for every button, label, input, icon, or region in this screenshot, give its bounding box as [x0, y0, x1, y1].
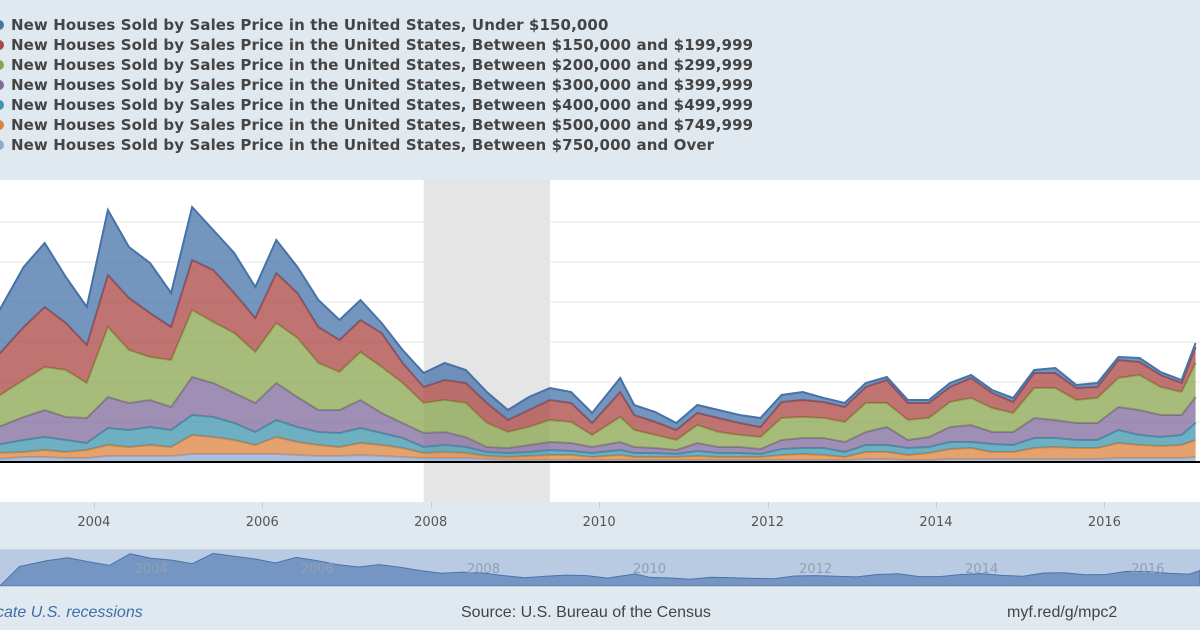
legend-marker-icon: [0, 80, 4, 90]
navigator-chart: [0, 552, 1200, 586]
legend-marker-icon: [0, 40, 4, 50]
x-tick: [599, 502, 601, 508]
legend-label: New Houses Sold by Sales Price in the Un…: [11, 76, 754, 94]
plot-area: [0, 180, 1200, 502]
legend-label: New Houses Sold by Sales Price in the Un…: [11, 136, 715, 154]
legend-label: New Houses Sold by Sales Price in the Un…: [11, 16, 609, 34]
stacked-area-chart: [0, 180, 1200, 502]
x-tick-label: 2010: [582, 515, 616, 530]
x-tick: [430, 502, 432, 508]
navigator-label: 2008: [466, 562, 500, 577]
legend-label: New Houses Sold by Sales Price in the Un…: [11, 116, 754, 134]
navigator-label: 2016: [1131, 562, 1165, 577]
x-tick: [1104, 502, 1106, 508]
navigator-label: 2014: [965, 562, 999, 577]
x-tick: [93, 502, 95, 508]
x-tick: [767, 502, 769, 508]
legend-marker-icon: [0, 140, 4, 150]
x-tick: [935, 502, 937, 508]
area-series-2: [0, 310, 1196, 450]
navigator-label: 2004: [134, 562, 168, 577]
navigator-label: 2010: [632, 562, 667, 577]
area-series-line-0: [0, 204, 1197, 425]
legend-marker-icon: [0, 60, 4, 70]
x-tick-label: 2016: [1087, 515, 1121, 530]
x-axis: 2004 2006 2008 2010 2012 2014 2016: [0, 502, 1200, 542]
legend-marker-icon: [0, 120, 4, 130]
short-link[interactable]: myf.red/g/mpc2: [1007, 604, 1118, 621]
legend-label: New Houses Sold by Sales Price in the Un…: [11, 96, 754, 114]
source-text: Source: U.S. Bureau of the Census: [461, 604, 711, 621]
navigator-label: 2006: [300, 562, 334, 577]
legend-marker-icon: [0, 20, 4, 30]
x-tick-label: 2008: [414, 515, 448, 530]
area-series-3: [0, 377, 1196, 454]
recession-note[interactable]: cate U.S. recessions: [0, 604, 143, 621]
area-series-1: [0, 260, 1196, 440]
x-tick-label: 2014: [919, 515, 953, 530]
legend-label: New Houses Sold by Sales Price in the Un…: [11, 56, 754, 74]
legend-marker-icon: [0, 100, 4, 110]
x-tick-label: 2012: [750, 515, 785, 530]
navigator-area: [0, 552, 1200, 586]
legend-label: New Houses Sold by Sales Price in the Un…: [11, 36, 754, 54]
x-tick: [262, 502, 264, 508]
x-tick-label: 2006: [245, 515, 279, 530]
navigator-label: 2012: [799, 562, 833, 577]
navigator[interactable]: 2004 2006 2008 2010 2012 2014 2016: [0, 549, 1200, 587]
x-tick-label: 2004: [77, 515, 111, 530]
